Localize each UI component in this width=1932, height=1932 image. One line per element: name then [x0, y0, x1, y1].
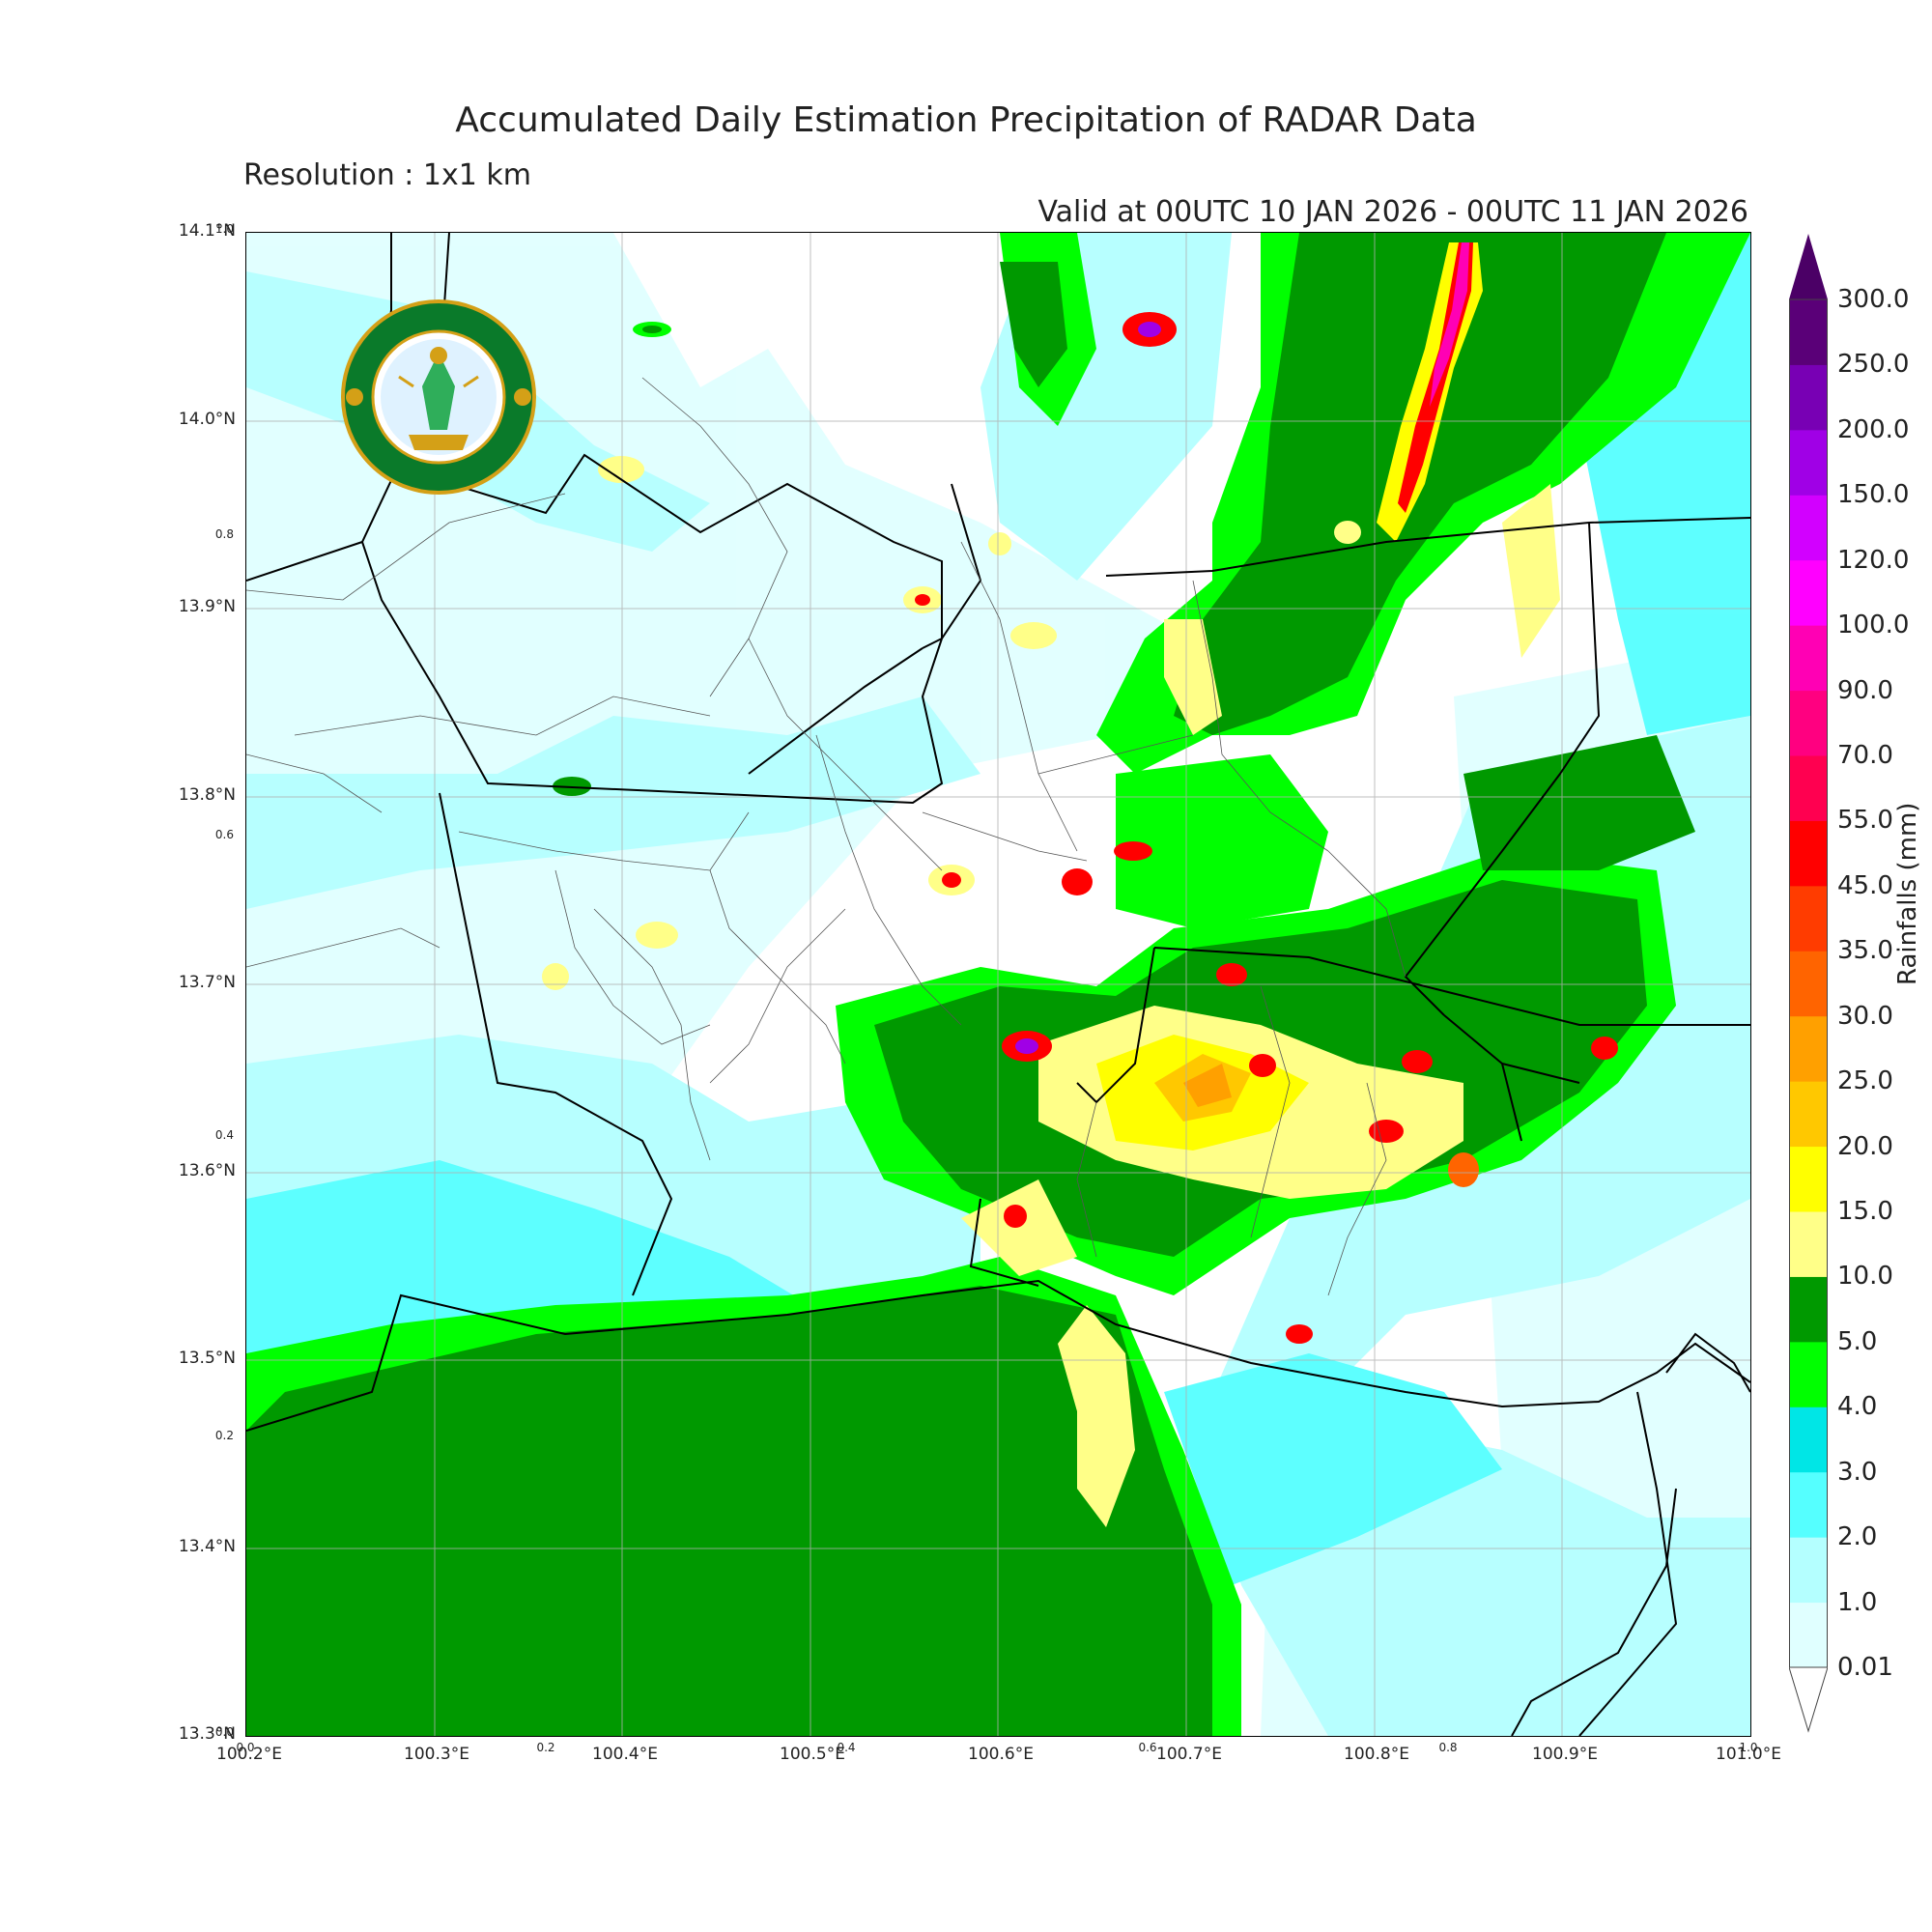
lat-label-13.8: 13.8°N: [178, 785, 236, 805]
aux-y-1.0: 1.0: [214, 222, 234, 236]
colorbar-segment: [1789, 299, 1828, 365]
lon-label-101.0: 101.0°E: [1716, 1745, 1781, 1764]
colorbar-segment: [1789, 951, 1828, 1017]
colorbar-tick-label: 90.0: [1837, 675, 1893, 705]
lon-label-100.8: 100.8°E: [1344, 1745, 1409, 1764]
aux-x-0.8: 0.8: [1438, 1741, 1458, 1754]
colorbar-segment: [1789, 1276, 1828, 1343]
colorbar-segment: [1789, 885, 1828, 952]
colorbar-segment: [1789, 364, 1828, 431]
colorbar-title: Rainfalls (mm): [1893, 802, 1922, 985]
district-boundaries: [246, 377, 1406, 1296]
colorbar-segment: [1789, 1341, 1828, 1407]
colorbar-tick-label: 35.0: [1837, 936, 1893, 966]
lat-label-13.7: 13.7°N: [178, 973, 236, 992]
colorbar-tick-label: 100.0: [1837, 611, 1910, 640]
lon-label-100.3: 100.3°E: [404, 1745, 469, 1764]
colorbar-tick-label: 55.0: [1837, 806, 1893, 836]
colorbar-tick-label: 0.01: [1837, 1653, 1893, 1682]
colorbar-tick-label: 25.0: [1837, 1066, 1893, 1096]
lon-label-100.9: 100.9°E: [1532, 1745, 1598, 1764]
colorbar-segment: [1789, 1081, 1828, 1148]
lat-label-13.6: 13.6°N: [178, 1161, 236, 1180]
colorbar-segment: [1789, 820, 1828, 887]
aux-x-0.4: 0.4: [837, 1741, 856, 1754]
tmd-logo: [341, 299, 536, 495]
aux-x-0.0: 0.0: [236, 1741, 255, 1754]
colorbar-tick-label: 4.0: [1837, 1392, 1878, 1422]
lat-label-14.0: 14.0°N: [178, 410, 236, 429]
colorbar-segment: [1789, 1537, 1828, 1604]
colorbar: [1788, 232, 1829, 1735]
valid-time-label: Valid at 00UTC 10 JAN 2026 - 00UTC 11 JA…: [1037, 195, 1748, 229]
colorbar-segment: [1789, 1471, 1828, 1538]
colorbar-min-extend: [1788, 1666, 1829, 1733]
colorbar-segment: [1789, 429, 1828, 496]
heavy-rain-areas: [961, 242, 1560, 1527]
colorbar-tick-label: 3.0: [1837, 1457, 1878, 1487]
lon-label-100.6: 100.6°E: [968, 1745, 1034, 1764]
colorbar-tick-label: 10.0: [1837, 1262, 1893, 1292]
radar-map: [245, 232, 1751, 1737]
colorbar-segment: [1789, 625, 1828, 692]
colorbar-segment: [1789, 1015, 1828, 1082]
lon-label-100.4: 100.4°E: [592, 1745, 658, 1764]
colorbar-segment: [1789, 495, 1828, 561]
colorbar-tick-label: 2.0: [1837, 1522, 1878, 1552]
aux-x-1.0: 1.0: [1739, 1741, 1758, 1754]
colorbar-tick-label: 150.0: [1837, 480, 1910, 510]
colorbar-tick-label: 45.0: [1837, 870, 1893, 900]
aux-y-0.4: 0.4: [214, 1128, 234, 1142]
lon-label-100.2: 100.2°E: [216, 1745, 282, 1764]
colorbar-segment: [1789, 755, 1828, 821]
lat-label-13.5: 13.5°N: [178, 1349, 236, 1368]
colorbar-max-extend: [1789, 234, 1828, 299]
colorbar-tick-label: 120.0: [1837, 545, 1910, 575]
lat-label-14.1: 14.1°N: [178, 221, 236, 241]
lat-label-13.4: 13.4°N: [178, 1537, 236, 1556]
colorbar-tick-label: 15.0: [1837, 1197, 1893, 1226]
colorbar-tick-label: 200.0: [1837, 414, 1910, 444]
colorbar-segment: [1789, 1602, 1828, 1668]
lon-label-100.7: 100.7°E: [1156, 1745, 1222, 1764]
colorbar-tick-label: 70.0: [1837, 741, 1893, 770]
aux-x-0.6: 0.6: [1138, 1741, 1157, 1754]
colorbar-tick-label: 300.0: [1837, 285, 1910, 314]
lat-label-13.3: 13.3°N: [178, 1724, 236, 1744]
graticule: [246, 233, 1750, 1736]
colorbar-segment: [1789, 1211, 1828, 1277]
precipitation-field: [246, 233, 1750, 1736]
colorbar-tick-label: 5.0: [1837, 1326, 1878, 1356]
colorbar-segment: [1789, 1406, 1828, 1473]
colorbar-segment: [1789, 690, 1828, 756]
moderate-rain-areas: [246, 233, 1750, 1736]
resolution-label: Resolution : 1x1 km: [243, 158, 531, 192]
aux-y-0.0: 0.0: [214, 1725, 234, 1739]
colorbar-tick-label: 1.0: [1837, 1587, 1878, 1617]
aux-y-0.6: 0.6: [214, 828, 234, 841]
colorbar-tick-label: 250.0: [1837, 350, 1910, 380]
colorbar-segment: [1789, 1146, 1828, 1212]
lon-label-100.5: 100.5°E: [780, 1745, 845, 1764]
aux-y-0.2: 0.2: [214, 1429, 234, 1442]
colorbar-tick-label: 20.0: [1837, 1131, 1893, 1161]
map-title: Accumulated Daily Estimation Precipitati…: [455, 100, 1477, 140]
aux-x-0.2: 0.2: [536, 1741, 555, 1754]
aux-y-0.8: 0.8: [214, 527, 234, 541]
lat-label-13.9: 13.9°N: [178, 597, 236, 616]
colorbar-segment: [1789, 559, 1828, 626]
colorbar-tick-label: 30.0: [1837, 1001, 1893, 1031]
